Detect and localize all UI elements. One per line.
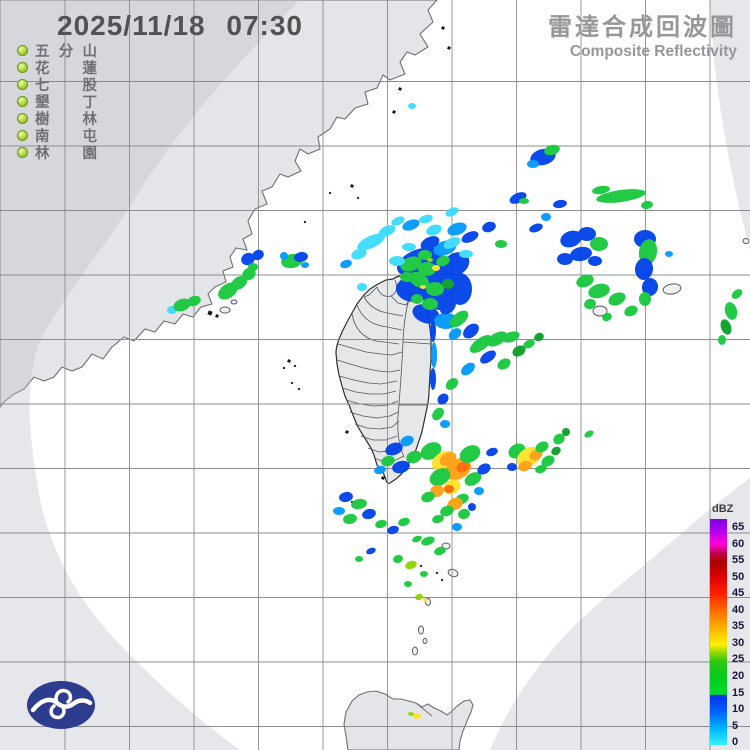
colorbar-tick-label: 5 [732, 719, 739, 732]
offshore-islands [219, 238, 750, 656]
cwb-logo [27, 681, 95, 729]
station-item: 七股 [17, 76, 97, 94]
colorbar-tick-label: 35 [732, 620, 745, 633]
station-name: 墾丁 [35, 95, 97, 111]
colorbar-tick-label: 30 [732, 636, 745, 649]
colorbar-tick-label: 40 [732, 603, 745, 616]
colorbar-tick-label: 65 [732, 521, 745, 533]
radar-echoes [167, 103, 743, 719]
station-item: 花蓮 [17, 59, 97, 77]
station-item: 樹林 [17, 110, 97, 128]
colorbar-tick-label: 0 [732, 736, 739, 749]
station-status-dot-icon [17, 113, 28, 124]
station-name: 南屯 [35, 129, 97, 145]
station-status-dot-icon [17, 45, 28, 56]
station-legend: 五分山花蓮七股墾丁樹林南屯林園 [17, 42, 97, 162]
station-name: 七股 [35, 78, 97, 94]
station-status-dot-icon [17, 96, 28, 107]
station-name: 花蓮 [35, 61, 97, 77]
station-status-dot-icon [17, 147, 28, 158]
page-title-en: Composite Reflectivity [569, 43, 737, 60]
station-status-dot-icon [17, 130, 28, 141]
colorbar-tick-label: 20 [732, 669, 745, 682]
colorbar-tick-label: 15 [732, 686, 745, 699]
colorbar-tick-label: 45 [732, 587, 745, 600]
colorbar-tick-label: 25 [732, 653, 745, 666]
dbz-colorbar: dBZ 65 60 55 50 45 40 35 30 25 20 15 10 5 0 [705, 503, 750, 750]
china-coast-landmass [0, 0, 474, 750]
colorbar-tick-label: 60 [732, 537, 745, 550]
station-item: 墾丁 [17, 93, 97, 111]
colorbar-tick-label: 50 [732, 570, 745, 583]
station-status-dot-icon [17, 62, 28, 73]
station-name: 五分山 [35, 44, 97, 60]
colorbar-tick-label: 10 [732, 703, 745, 716]
station-name: 林園 [35, 146, 97, 162]
station-name: 樹林 [35, 112, 97, 128]
station-status-dot-icon [17, 79, 28, 90]
page-title-zh: 雷達合成回波圖 [548, 14, 737, 41]
title-block: 雷達合成回波圖 Composite Reflectivity [548, 7, 737, 61]
station-item: 林園 [17, 144, 97, 162]
colorbar-gradient [710, 519, 727, 745]
colorbar-tick-label: 55 [732, 554, 745, 567]
station-item: 五分山 [17, 42, 97, 60]
station-item: 南屯 [17, 127, 97, 145]
timestamp: 2025/11/18 07:30 [57, 10, 303, 41]
colorbar-unit-label: dBZ [712, 503, 734, 515]
